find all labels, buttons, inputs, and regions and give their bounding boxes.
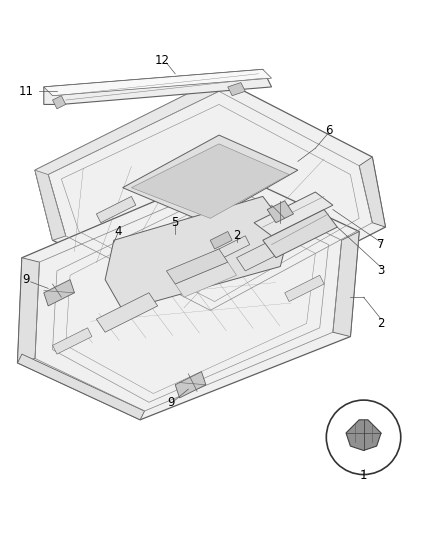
Polygon shape	[35, 78, 385, 319]
Text: 5: 5	[172, 216, 179, 229]
Polygon shape	[285, 275, 324, 302]
Text: 2: 2	[233, 229, 240, 243]
Polygon shape	[228, 83, 245, 96]
Polygon shape	[35, 170, 66, 240]
Polygon shape	[210, 231, 232, 249]
Text: 9: 9	[167, 396, 175, 409]
Polygon shape	[44, 69, 272, 96]
Polygon shape	[166, 249, 228, 284]
Polygon shape	[35, 78, 219, 174]
Polygon shape	[96, 293, 158, 332]
Polygon shape	[210, 236, 250, 262]
Text: 1: 1	[360, 470, 367, 482]
Polygon shape	[96, 197, 136, 223]
Polygon shape	[123, 135, 298, 223]
Polygon shape	[44, 69, 272, 104]
Polygon shape	[18, 170, 359, 420]
Text: 6: 6	[325, 124, 332, 137]
Polygon shape	[35, 170, 66, 240]
Polygon shape	[333, 231, 359, 336]
Polygon shape	[18, 258, 39, 363]
Polygon shape	[237, 231, 298, 271]
Polygon shape	[44, 280, 74, 306]
Text: 4: 4	[114, 225, 122, 238]
Text: 2: 2	[377, 317, 385, 330]
Polygon shape	[267, 201, 293, 223]
Polygon shape	[18, 354, 145, 420]
Polygon shape	[105, 197, 289, 310]
Polygon shape	[53, 328, 92, 354]
Text: 11: 11	[19, 85, 34, 98]
Text: 9: 9	[22, 273, 30, 286]
Circle shape	[326, 400, 401, 474]
Text: 3: 3	[378, 264, 385, 277]
Text: 12: 12	[155, 54, 170, 67]
Polygon shape	[254, 192, 333, 236]
Polygon shape	[175, 372, 206, 398]
Polygon shape	[131, 144, 289, 219]
Polygon shape	[53, 96, 66, 109]
Text: 7: 7	[377, 238, 385, 251]
Polygon shape	[359, 157, 385, 227]
Polygon shape	[263, 209, 337, 258]
Polygon shape	[175, 262, 237, 297]
Polygon shape	[346, 420, 381, 450]
